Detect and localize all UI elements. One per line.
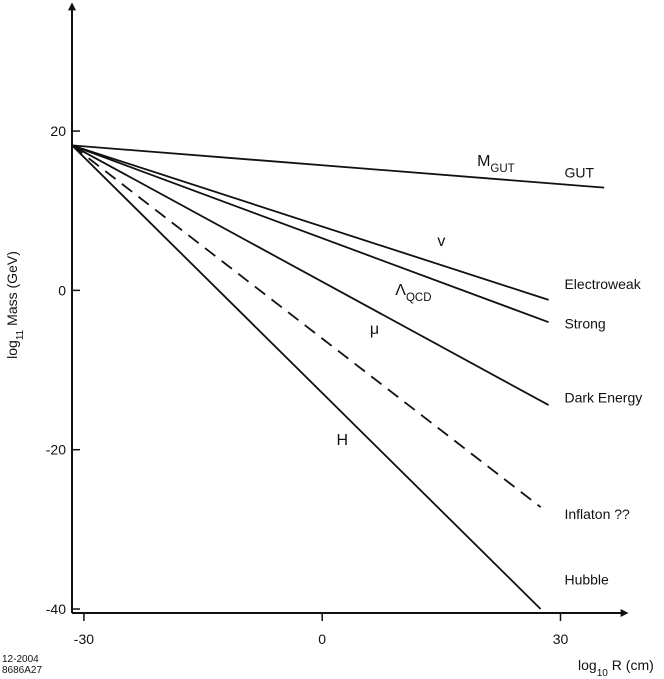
y-tick-label: 20: [50, 123, 66, 139]
series-line-dark-energy: [71, 144, 550, 406]
series-end-label-electroweak: Electroweak: [564, 276, 641, 292]
axes: 20 0 -20 -40 -30 0 30 log10 R (cm) log11 Mass (G…: [4, 2, 654, 679]
x-tick-label: -30: [74, 631, 94, 647]
series-line-strong: [71, 144, 549, 324]
footnote: 12-2004 8686A27: [2, 654, 42, 676]
y-axis-title: log11 Mass (GeV): [4, 251, 26, 359]
series-labels: GUT MGUT Electroweak v Strong ΛQCD Dark Energy…: [336, 153, 642, 587]
y-tick-label: -40: [46, 601, 66, 617]
series-symbol-hubble: H: [336, 432, 348, 449]
series-end-label-dark-energy: Dark Energy: [564, 390, 642, 406]
series-lines: [71, 144, 605, 610]
series-end-label-hubble: Hubble: [564, 571, 609, 587]
series-symbol-gut: MGUT: [477, 153, 515, 175]
series-end-label-strong: Strong: [564, 316, 605, 332]
series-end-label-gut: GUT: [564, 164, 594, 180]
x-axis-title: log10 R (cm): [578, 657, 654, 679]
series-symbol-dark-energy: μ: [370, 321, 379, 338]
y-tick-label: 0: [58, 282, 66, 298]
footnote-date: 12-2004: [2, 654, 39, 665]
series-symbol-strong: ΛQCD: [395, 282, 431, 304]
y-tick-label: -20: [46, 442, 66, 458]
x-tick-label: 30: [553, 631, 569, 647]
x-tick-label: 0: [318, 631, 326, 647]
series-line-electroweak: [71, 144, 549, 301]
series-line-hubble: [71, 144, 542, 610]
footnote-code: 8686A27: [2, 665, 42, 676]
series-symbol-electroweak: v: [437, 233, 445, 250]
series-line-gut: [71, 144, 605, 189]
series-line-inflaton: [71, 144, 542, 508]
series-end-label-inflaton: Inflaton ??: [564, 506, 630, 522]
